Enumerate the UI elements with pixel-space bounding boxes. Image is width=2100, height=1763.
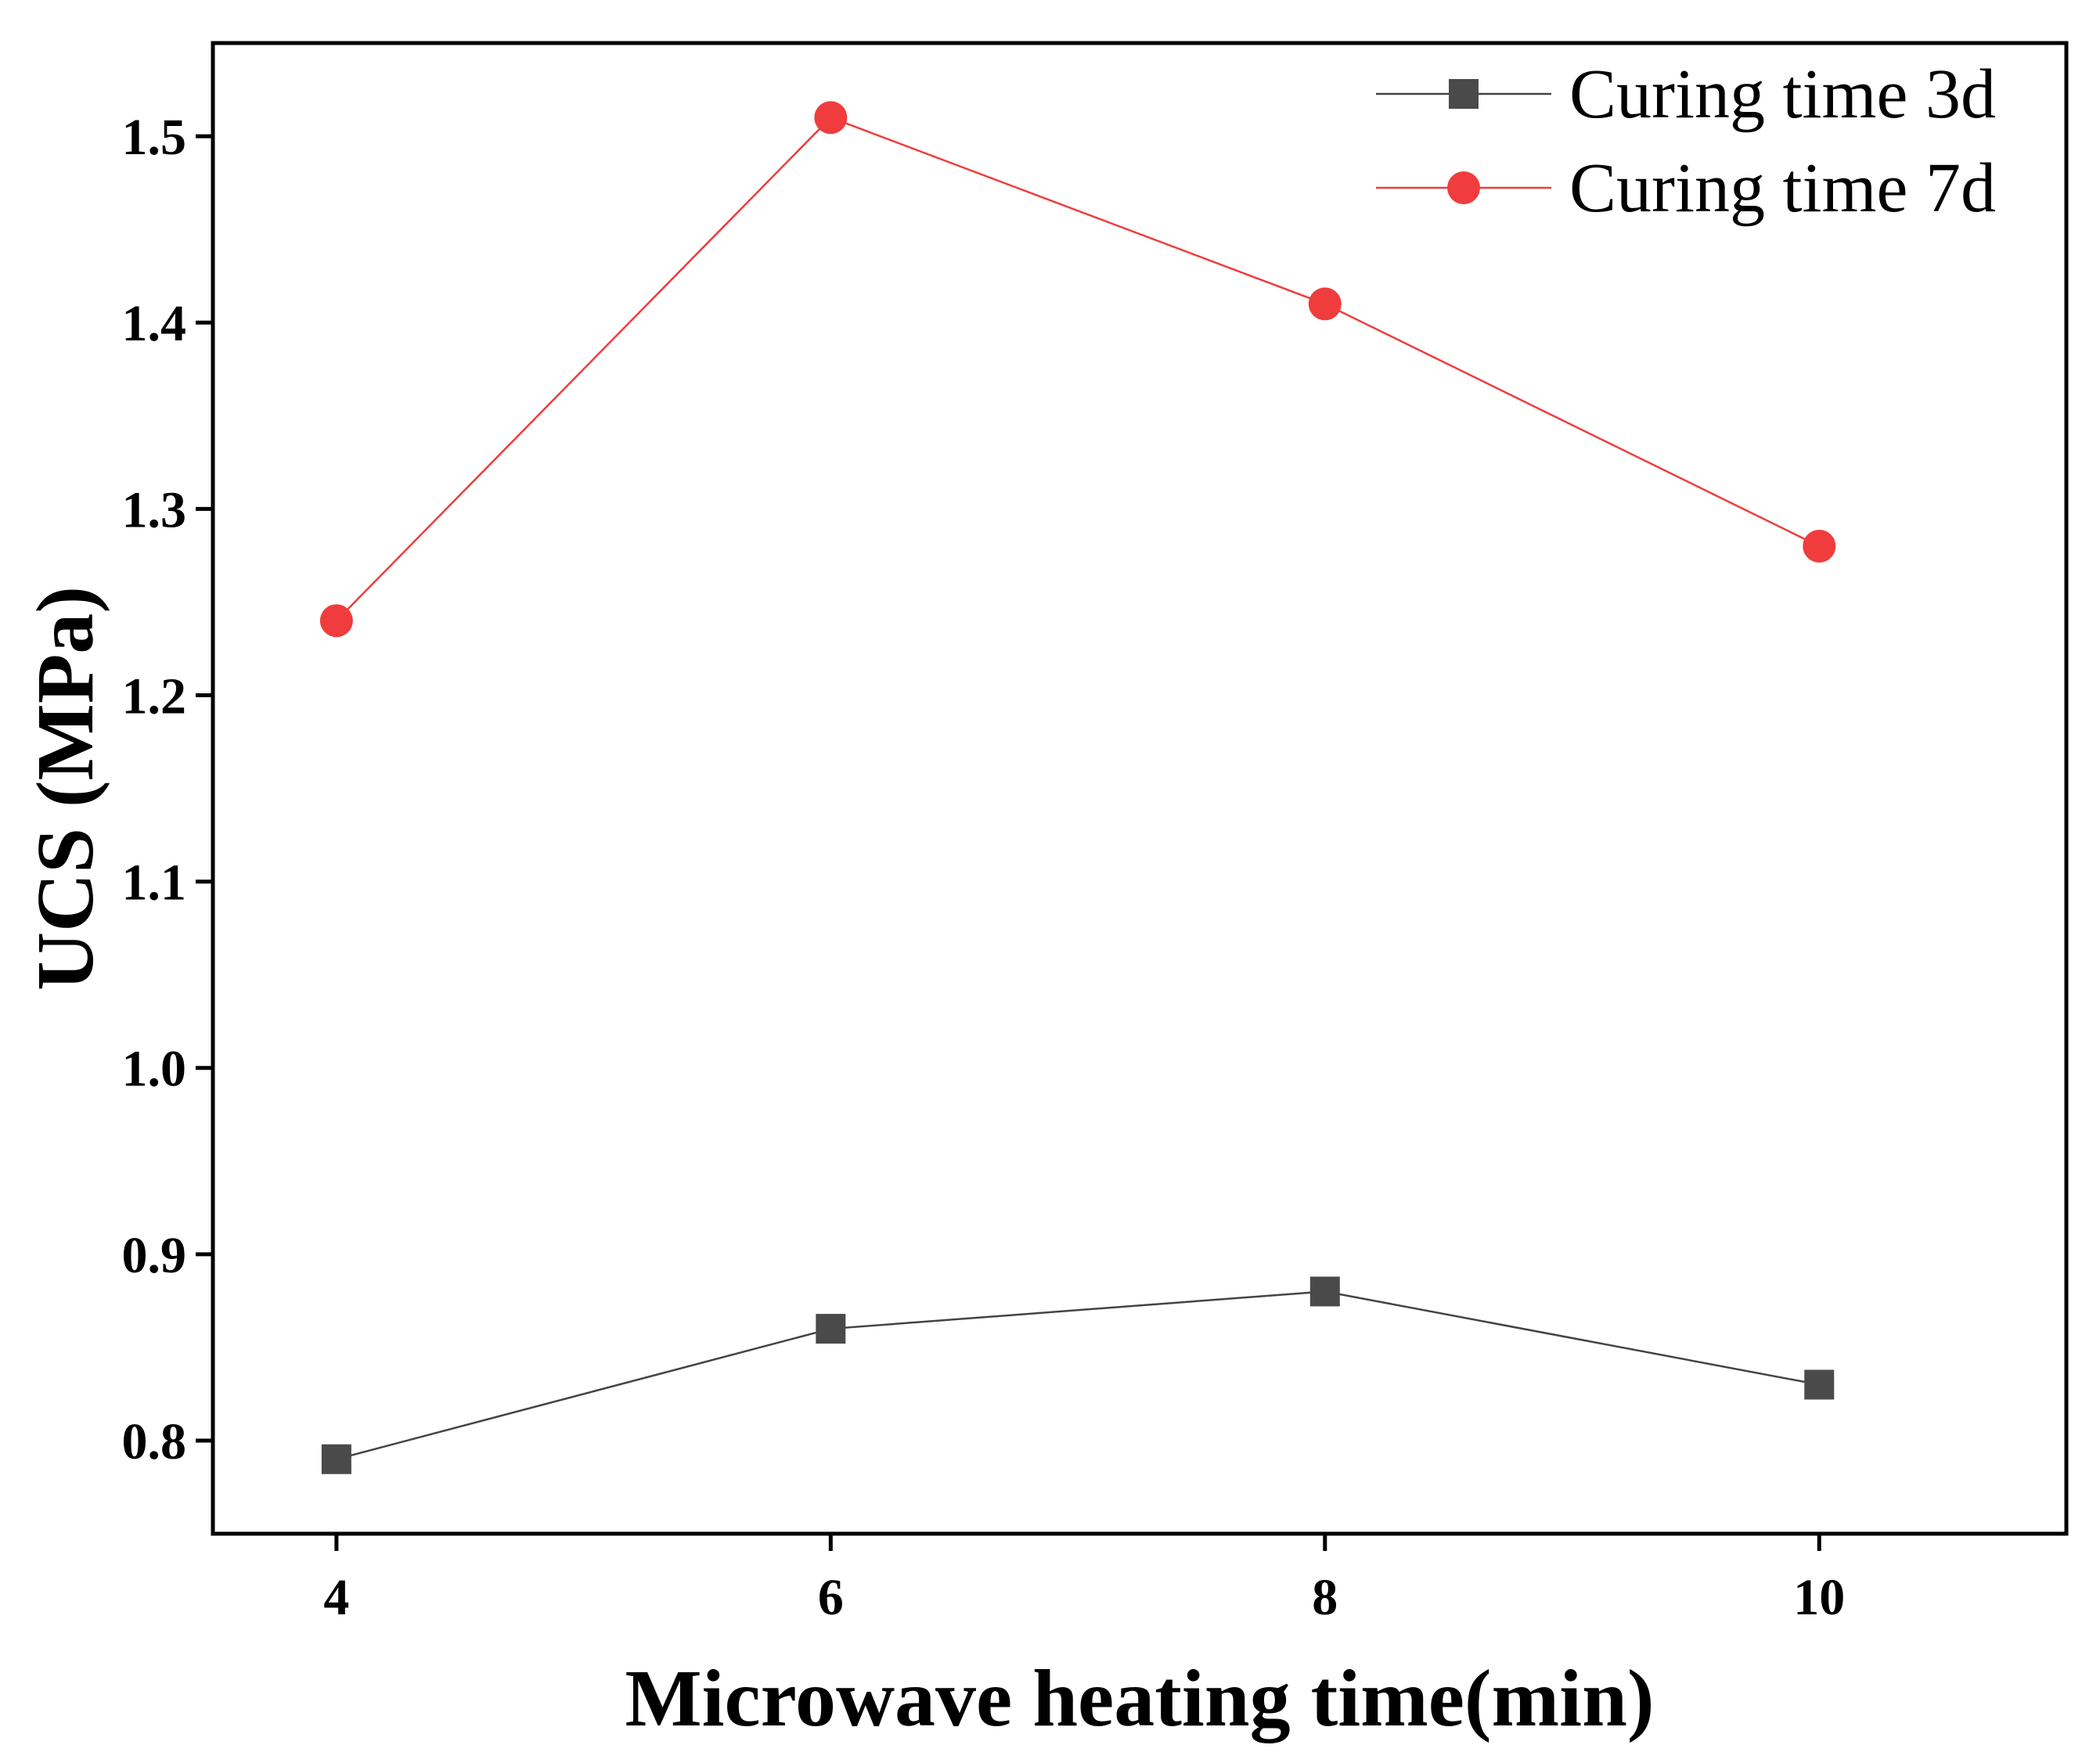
legend-circle-marker [1447,171,1480,204]
x-axis-ticks: 4 6 8 10 [323,1534,1845,1626]
y-tick-label: 1.5 [122,109,187,166]
legend: Curing time 3d Curing time 7d [1376,56,1996,227]
x-tick-label: 10 [1793,1569,1845,1626]
data-point-circle [814,101,848,135]
series-line-1 [336,1290,1820,1460]
y-tick-label: 1.0 [122,1041,187,1098]
x-tick-label: 4 [323,1569,349,1626]
y-tick-label: 0.9 [122,1227,187,1284]
y-tick-label: 1.2 [122,667,187,725]
data-point-circle [1308,287,1342,321]
data-point-square [1309,1276,1340,1307]
x-tick-label: 8 [1312,1569,1338,1626]
y-axis-ticks: 0.8 0.9 1.0 1.1 1.2 1.3 1.4 1.5 [122,109,213,1470]
y-tick-label: 1.4 [122,295,187,352]
x-tick-label: 6 [818,1569,844,1626]
legend-square-marker [1449,79,1479,109]
y-tick-label: 1.3 [122,481,187,538]
axes-frame [211,41,2069,1536]
series-lines [335,116,1820,1460]
data-point-square [321,1444,351,1474]
data-point-circle [319,604,353,638]
data-point-square [816,1314,846,1344]
y-tick-label: 1.1 [122,855,187,912]
x-axis-title: Microwave heating time(min) [625,1653,1654,1743]
series-line-2 [335,116,1820,622]
y-tick-label: 0.8 [122,1413,187,1470]
data-point-square [1804,1369,1835,1400]
legend-label: Curing time 7d [1569,149,1996,227]
plot-frame [211,41,2069,1536]
series-markers [319,101,1836,1474]
data-point-circle [1803,529,1836,563]
y-axis-title: UCS (MPa) [20,586,110,991]
legend-label: Curing time 3d [1569,56,1996,133]
